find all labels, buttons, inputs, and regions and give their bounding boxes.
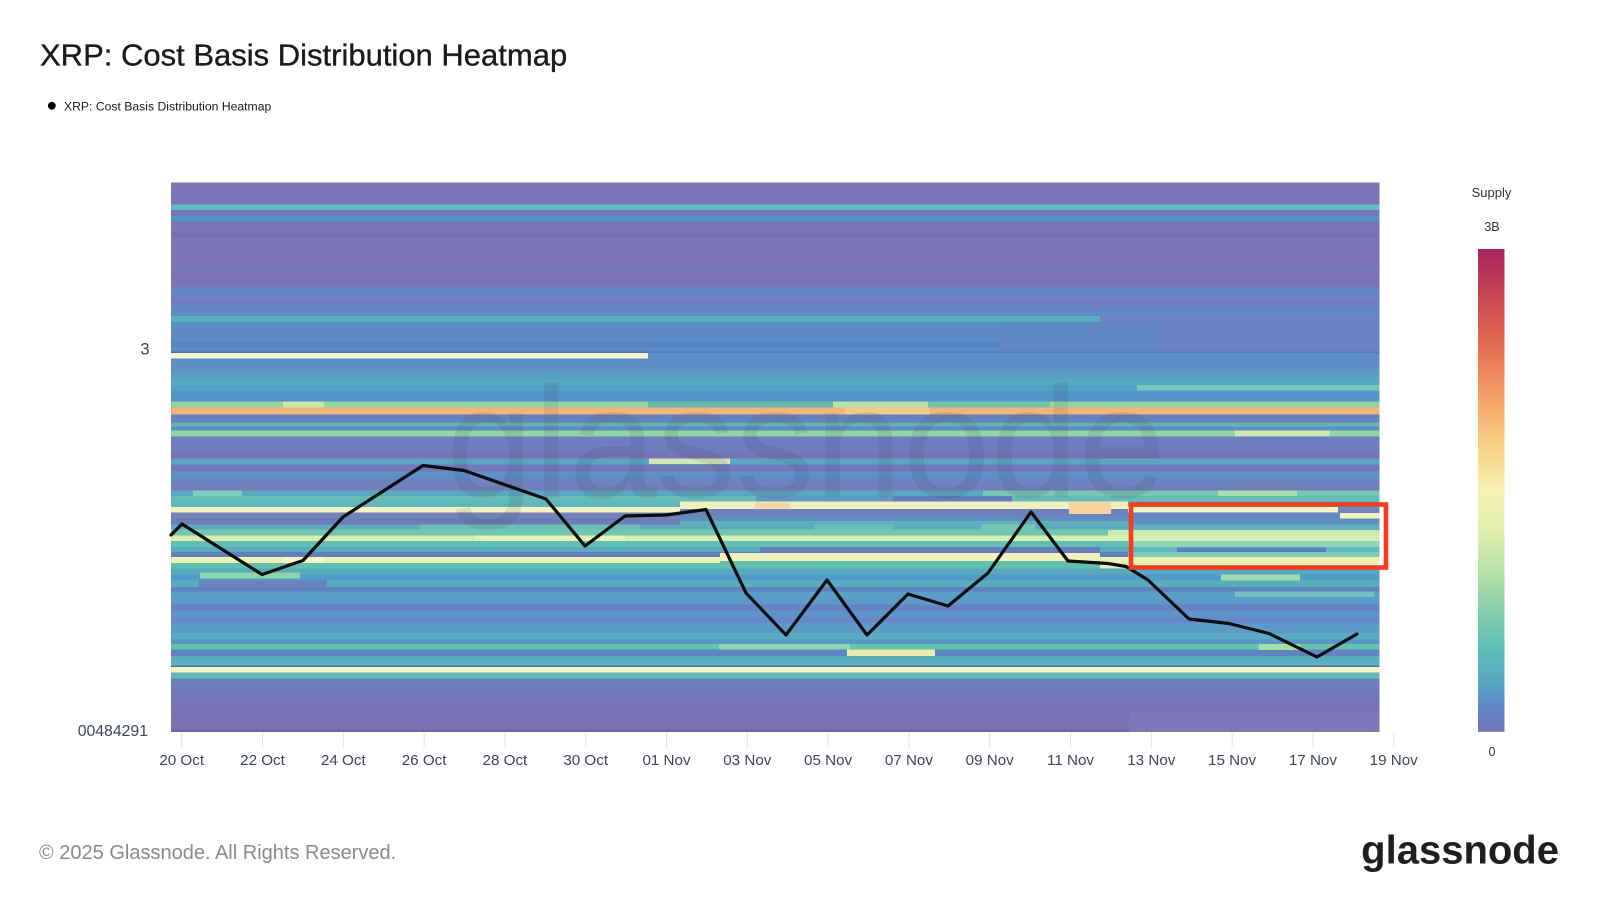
svg-text:19 Nov: 19 Nov [1370, 752, 1419, 769]
svg-text:3B: 3B [1484, 220, 1499, 234]
svg-text:Supply: Supply [1472, 185, 1512, 200]
svg-text:0: 0 [1489, 745, 1496, 759]
svg-text:07 Nov: 07 Nov [885, 752, 934, 769]
svg-text:3: 3 [140, 341, 149, 359]
svg-text:30 Oct: 30 Oct [563, 752, 609, 769]
svg-text:28 Oct: 28 Oct [483, 752, 529, 769]
svg-text:15 Nov: 15 Nov [1208, 752, 1257, 769]
svg-text:05 Nov: 05 Nov [804, 752, 853, 769]
svg-text:glassnode: glassnode [1361, 829, 1559, 873]
svg-text:XRP: Cost Basis Distribution H: XRP: Cost Basis Distribution Heatmap [40, 38, 567, 73]
svg-text:11 Nov: 11 Nov [1047, 752, 1094, 769]
svg-text:glassnode: glassnode [446, 355, 1166, 531]
svg-text:09 Nov: 09 Nov [966, 752, 1015, 769]
svg-text:26 Oct: 26 Oct [402, 752, 448, 769]
svg-text:03 Nov: 03 Nov [723, 752, 772, 769]
svg-text:20 Oct: 20 Oct [159, 752, 205, 769]
svg-text:01 Nov: 01 Nov [642, 752, 691, 769]
svg-text:© 2025 Glassnode. All Rights R: © 2025 Glassnode. All Rights Reserved. [39, 842, 396, 864]
svg-text:00484291: 00484291 [78, 723, 148, 740]
svg-text:13 Nov: 13 Nov [1127, 752, 1176, 769]
svg-text:17 Nov: 17 Nov [1289, 752, 1338, 769]
svg-text:24 Oct: 24 Oct [321, 752, 367, 769]
svg-text:22 Oct: 22 Oct [240, 752, 286, 769]
svg-text:XRP: Cost Basis Distribution H: XRP: Cost Basis Distribution Heatmap [64, 100, 271, 114]
